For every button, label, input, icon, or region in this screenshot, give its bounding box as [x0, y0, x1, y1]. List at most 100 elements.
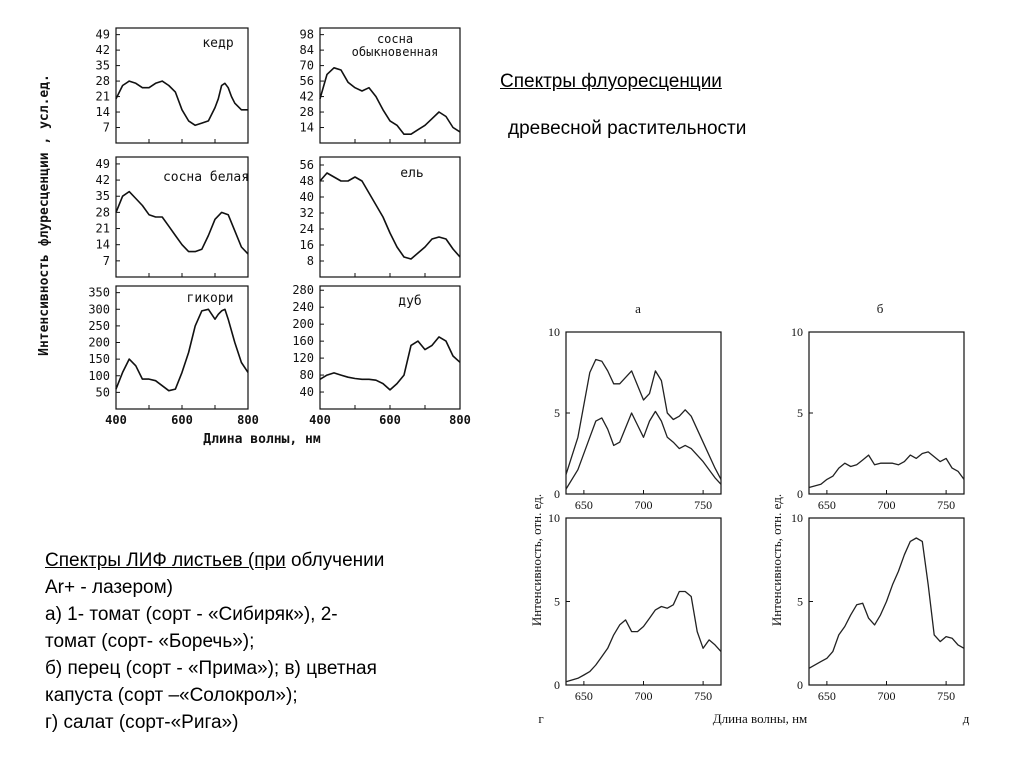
y-tick-label: 250 — [88, 319, 110, 333]
y-tick-label: 21 — [96, 222, 110, 236]
panel-label: б — [877, 301, 884, 316]
x-tick-label: 800 — [449, 413, 471, 427]
y-tick-label: 35 — [96, 189, 110, 203]
y-tick-label: 28 — [300, 105, 314, 119]
y-tick-label: 240 — [292, 300, 314, 314]
caption-line2: Ar+ - лазером) — [45, 577, 174, 598]
x-tick-label: 700 — [635, 498, 653, 512]
y-tick-label: 84 — [300, 43, 314, 57]
y-tick-label: 42 — [96, 173, 110, 187]
panel-frame — [808, 331, 965, 495]
series-line-sosna_belaya — [115, 190, 249, 255]
x-tick-label: 400 — [105, 413, 127, 427]
y-tick-label: 24 — [300, 222, 314, 236]
y-tick-label: 7 — [103, 254, 110, 268]
caption-line1-underlined: Спектры ЛИФ листьев (при — [45, 550, 286, 571]
x-tick-label: 400 — [309, 413, 331, 427]
y-tick-label: 21 — [96, 90, 110, 104]
caption-line4: томат (сорт- «Боречь»); — [45, 631, 255, 652]
tree-spectra-chart: Интенсивность флуресценции , усл.ед. Дли… — [37, 27, 471, 447]
y-tick-label: 5 — [554, 406, 560, 420]
caption: Спектры ЛИФ листьев (при облучении Ar+ -… — [45, 547, 515, 736]
y-tick-label: 10 — [791, 325, 803, 339]
series-line-kedr — [115, 80, 248, 127]
x-tick-label: 750 — [694, 498, 712, 512]
panel-title: дуб — [398, 294, 421, 309]
y-tick-label: 10 — [791, 511, 803, 525]
y-tick-label: 56 — [300, 74, 314, 88]
caption-line6: капуста (сорт –«Солокрол»); — [45, 685, 298, 706]
x-tick-label: 750 — [937, 498, 955, 512]
panel-label: а — [635, 301, 641, 316]
title-line1: Спектры флуоресценции — [500, 71, 722, 92]
caption-line1-rest: облучении — [285, 550, 385, 571]
y-tick-label: 56 — [300, 158, 314, 172]
panel-frame — [565, 517, 722, 686]
y-tick-label: 80 — [300, 368, 314, 382]
y-tick-label: 0 — [797, 678, 803, 692]
y-tick-label: 5 — [797, 406, 803, 420]
y-tick-label: 150 — [88, 352, 110, 366]
x-tick-label: 700 — [878, 689, 896, 703]
x-tick-label: 750 — [694, 689, 712, 703]
y-tick-label: 50 — [96, 385, 110, 399]
y-tick-label: 49 — [96, 28, 110, 42]
y-tick-label: 10 — [548, 325, 560, 339]
panel-title: сосна белая — [163, 170, 249, 185]
leaf-panel-d: 10 5 0 650 700 750 — [791, 511, 965, 703]
y-tick-label: 28 — [96, 205, 110, 219]
x-tick-label: 700 — [635, 689, 653, 703]
leaf-ylabel-left: Интенсивность, отн. ед. — [529, 494, 544, 626]
caption-line7: г) салат (сорт-«Рига») — [45, 712, 239, 733]
x-tick-label: 600 — [379, 413, 401, 427]
x-tick-label: 650 — [575, 689, 593, 703]
y-tick-label: 0 — [797, 487, 803, 501]
panel-title-line2: обыкновенная — [352, 45, 439, 59]
panel-title-line1: сосна — [377, 32, 413, 46]
y-tick-label: 70 — [300, 59, 314, 73]
series-line-a-1 — [565, 358, 722, 480]
panel-title: гикори — [187, 291, 234, 306]
y-tick-label: 8 — [307, 254, 314, 268]
y-tick-label: 120 — [292, 351, 314, 365]
caption-line3: а) 1- томат (сорт - «Сибиряк»), 2- — [45, 604, 338, 625]
title-line2: древесной растительности — [508, 118, 747, 139]
series-line-v-0 — [565, 590, 722, 683]
tree-panel-dub: дуб 280 240 200 160 120 80 40 400 600 800 — [292, 283, 471, 427]
y-tick-label: 5 — [797, 595, 803, 609]
leaf-ylabel-right: Интенсивность, отн. ед. — [769, 494, 784, 626]
leaf-panel-a: а 10 5 0 650 700 750 — [548, 301, 722, 512]
x-tick-label: 650 — [575, 498, 593, 512]
panel-frame — [565, 331, 722, 495]
series-line-a-2 — [565, 410, 722, 490]
y-tick-label: 200 — [88, 336, 110, 350]
y-tick-label: 40 — [300, 190, 314, 204]
y-tick-label: 280 — [292, 283, 314, 297]
x-tick-label: 800 — [237, 413, 259, 427]
series-line-dub — [319, 336, 461, 391]
y-tick-label: 14 — [96, 238, 110, 252]
y-tick-label: 16 — [300, 238, 314, 252]
y-tick-label: 14 — [300, 121, 314, 135]
x-tick-label: 650 — [818, 689, 836, 703]
leaf-panel-v: 10 5 0 650 700 750 — [548, 511, 722, 703]
y-tick-label: 49 — [96, 157, 110, 171]
y-tick-label: 7 — [103, 121, 110, 135]
x-tick-label: 650 — [818, 498, 836, 512]
x-tick-label: 750 — [937, 689, 955, 703]
y-tick-label: 42 — [300, 90, 314, 104]
tree-panel-el: ель 56 48 40 32 24 16 8 — [300, 156, 461, 278]
y-tick-label: 42 — [96, 43, 110, 57]
leaf-xlabel: Длина волны, нм — [713, 711, 808, 726]
y-tick-label: 28 — [96, 74, 110, 88]
panel-title: кедр — [202, 36, 233, 51]
leaf-letter-d: д — [963, 711, 970, 726]
leaf-letter-g: г — [538, 711, 543, 726]
tree-panel-sosna_belaya: сосна белая 49 42 35 28 21 14 7 — [96, 156, 249, 278]
y-tick-label: 350 — [88, 286, 110, 300]
y-tick-label: 0 — [554, 678, 560, 692]
series-line-el — [319, 172, 461, 260]
